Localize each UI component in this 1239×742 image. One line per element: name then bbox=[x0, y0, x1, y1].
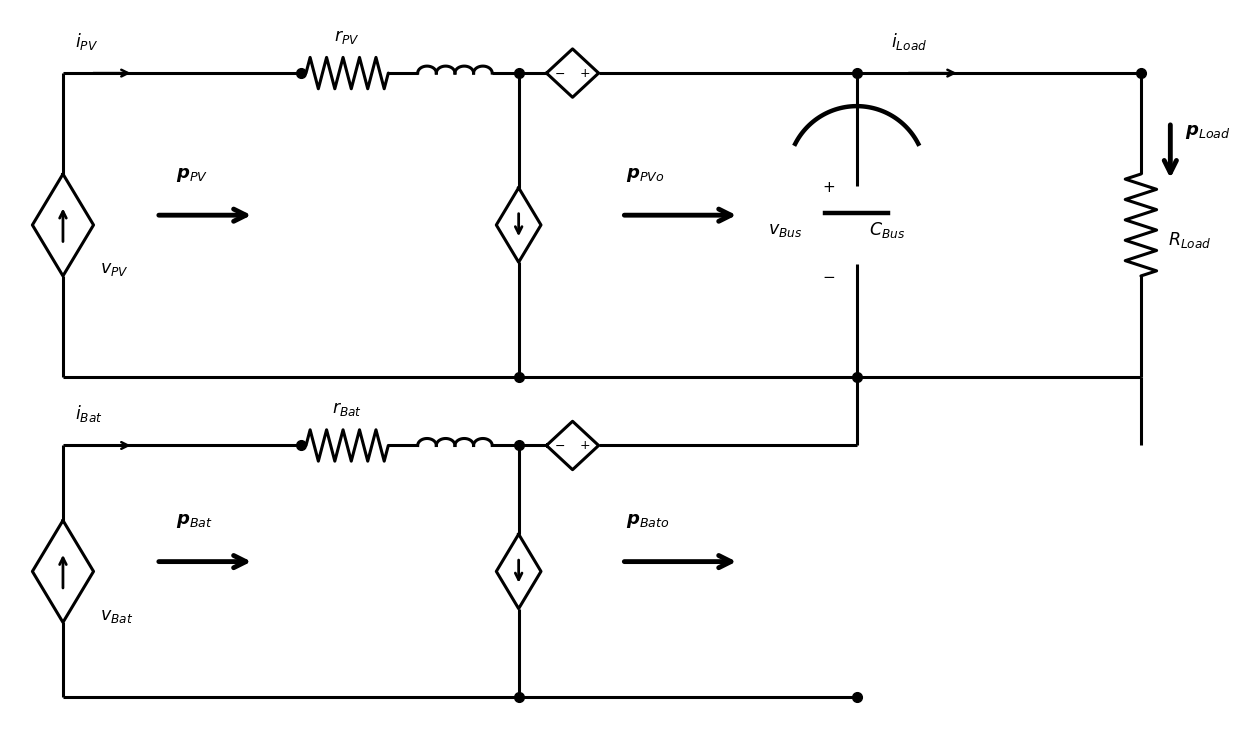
Text: $+$: $+$ bbox=[580, 67, 591, 79]
Text: $\boldsymbol{p}_{Bat}$: $\boldsymbol{p}_{Bat}$ bbox=[176, 512, 213, 531]
Text: $v_{Bat}$: $v_{Bat}$ bbox=[100, 606, 134, 625]
Text: $C_{Bus}$: $C_{Bus}$ bbox=[869, 220, 904, 240]
Text: $-$: $-$ bbox=[555, 439, 565, 452]
Text: $-$: $-$ bbox=[821, 269, 835, 283]
Text: $+$: $+$ bbox=[821, 180, 835, 195]
Text: $r_{Bat}$: $r_{Bat}$ bbox=[332, 400, 362, 418]
Text: $-$: $-$ bbox=[555, 67, 565, 79]
Text: $R_{Load}$: $R_{Load}$ bbox=[1168, 230, 1212, 250]
Text: $\boldsymbol{p}_{PV}$: $\boldsymbol{p}_{PV}$ bbox=[176, 165, 208, 184]
Text: $i_{PV}$: $i_{PV}$ bbox=[74, 30, 98, 51]
Text: $v_{Bus}$: $v_{Bus}$ bbox=[768, 221, 803, 239]
Text: $i_{Bat}$: $i_{Bat}$ bbox=[74, 403, 103, 424]
Text: $v_{PV}$: $v_{PV}$ bbox=[100, 260, 129, 278]
Text: $\boldsymbol{p}_{PVo}$: $\boldsymbol{p}_{PVo}$ bbox=[627, 165, 665, 184]
Text: $i_{Load}$: $i_{Load}$ bbox=[891, 30, 927, 51]
Text: $r_{PV}$: $r_{PV}$ bbox=[335, 27, 359, 46]
Text: $\boldsymbol{p}_{Bato}$: $\boldsymbol{p}_{Bato}$ bbox=[627, 512, 670, 531]
Text: $\boldsymbol{p}_{Load}$: $\boldsymbol{p}_{Load}$ bbox=[1184, 123, 1230, 141]
Text: $+$: $+$ bbox=[580, 439, 591, 452]
